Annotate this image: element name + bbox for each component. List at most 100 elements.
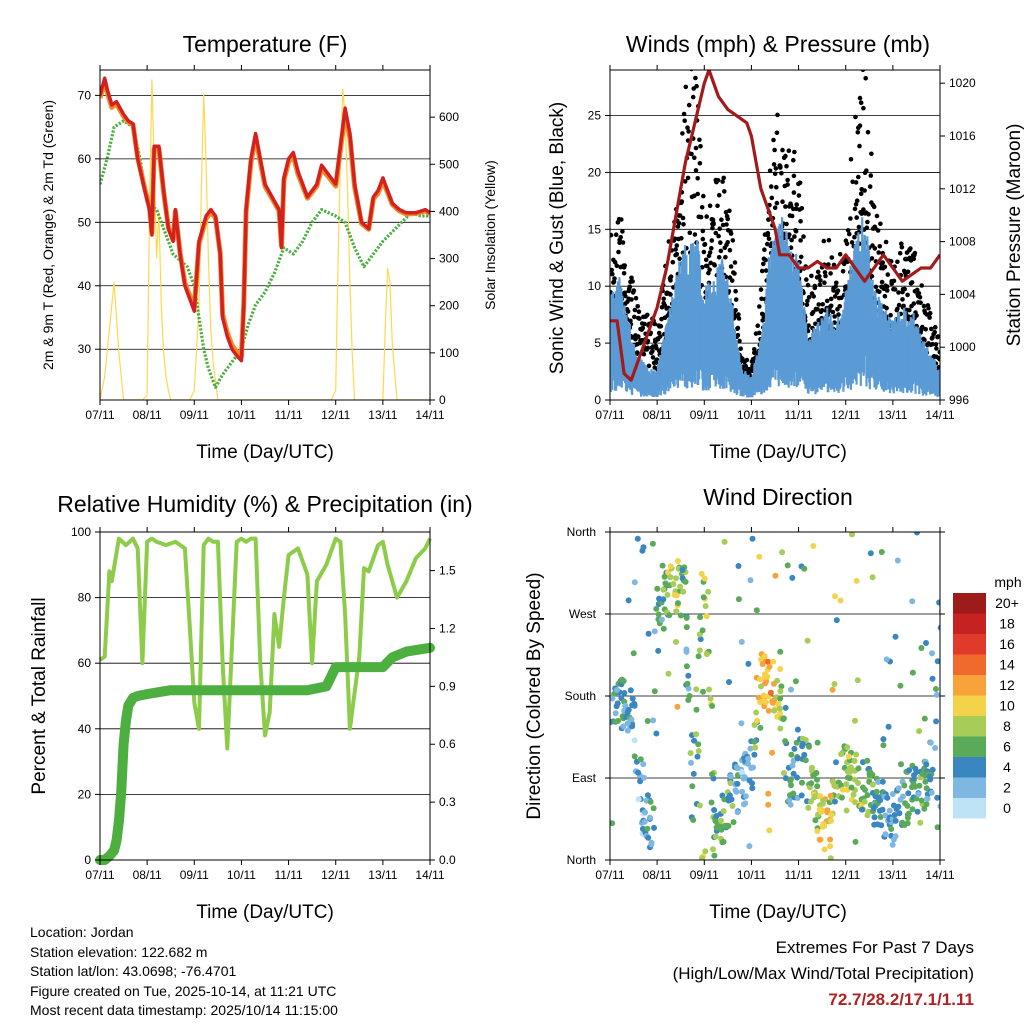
gust-point xyxy=(866,212,871,217)
direction-point xyxy=(892,633,899,640)
direction-point xyxy=(624,709,631,716)
x-tick-label: 13/11 xyxy=(368,408,397,422)
direction-point xyxy=(683,648,690,655)
direction-point xyxy=(653,605,660,612)
direction-point xyxy=(784,562,791,569)
gust-point xyxy=(901,303,906,309)
humidity-panel: 07/11 08/11 09/11 10/11 11/11 12/11 13/11 14/11… xyxy=(29,491,473,923)
direction-point xyxy=(853,751,860,758)
direction-point xyxy=(867,769,874,776)
direction-point xyxy=(901,782,908,789)
gust-point xyxy=(680,215,686,221)
y-tick-label: West xyxy=(569,607,597,621)
direction-point xyxy=(886,807,893,814)
gust-point xyxy=(759,268,765,274)
direction-point xyxy=(655,647,662,654)
direction-point xyxy=(833,617,840,624)
y-tick-label: 70 xyxy=(78,88,92,102)
direction-point xyxy=(895,803,902,810)
x-tick-label: 14/11 xyxy=(415,868,444,882)
gust-point xyxy=(832,314,837,319)
direction-point xyxy=(812,817,819,824)
direction-point xyxy=(610,820,616,827)
direction-point xyxy=(852,799,859,806)
extremes-values: 72.7/28.2/17.1/1.11 xyxy=(828,990,974,1009)
direction-point xyxy=(770,658,777,665)
gust-point xyxy=(630,279,635,284)
gust-point xyxy=(752,347,757,352)
direction-point xyxy=(794,755,801,762)
gust-point xyxy=(867,184,873,189)
gust-point xyxy=(878,221,883,227)
direction-point xyxy=(821,823,828,830)
colorbar-swatch xyxy=(953,777,986,798)
x-tick-label: 12/11 xyxy=(831,408,860,422)
direction-point xyxy=(788,782,794,789)
gust-point xyxy=(805,282,811,288)
direction-point xyxy=(843,781,850,788)
x-tick-label: 12/11 xyxy=(831,868,860,882)
direction-point xyxy=(861,798,868,805)
gust-point xyxy=(716,233,721,239)
direction-point xyxy=(889,841,896,848)
gust-point xyxy=(689,70,694,72)
direction-point xyxy=(888,826,895,832)
gust-point xyxy=(796,193,802,198)
direction-point xyxy=(690,817,697,823)
direction-point xyxy=(697,614,704,621)
direction-point xyxy=(860,784,866,791)
direction-point xyxy=(877,797,884,804)
station-location: Location: Jordan xyxy=(30,924,134,940)
gust-point xyxy=(695,191,700,197)
gust-point xyxy=(733,308,738,313)
gust-point xyxy=(836,312,841,317)
gust-point xyxy=(735,325,741,331)
gust-point xyxy=(692,155,697,161)
direction-point xyxy=(781,770,787,776)
gust-point xyxy=(817,274,822,279)
direction-point xyxy=(847,764,854,771)
gust-point xyxy=(785,182,790,187)
direction-point xyxy=(932,686,939,692)
gust-point xyxy=(926,305,931,311)
gust-point xyxy=(612,276,617,281)
direction-point xyxy=(923,640,929,646)
direction-point xyxy=(680,588,687,595)
y-tick-label: 25 xyxy=(588,109,602,123)
direction-point xyxy=(894,557,901,564)
colorbar-label: 2 xyxy=(1003,780,1011,796)
gust-point xyxy=(716,192,722,198)
x-tick-label: 10/11 xyxy=(227,408,256,422)
direction-point xyxy=(904,802,911,809)
direction-point xyxy=(673,575,679,582)
direction-point xyxy=(819,807,826,814)
direction-point xyxy=(664,582,671,589)
y2-tick-label: 1.5 xyxy=(439,564,456,578)
x-tick-label: 07/11 xyxy=(85,868,114,882)
gust-point xyxy=(888,312,893,318)
y-tick-label: 60 xyxy=(78,152,92,166)
gust-point xyxy=(692,193,697,199)
direction-point xyxy=(782,775,789,782)
gust-point xyxy=(823,273,828,279)
temp-2m-line xyxy=(100,76,430,363)
gust-point xyxy=(849,240,855,245)
direction-point xyxy=(644,792,651,799)
gust-point xyxy=(632,314,637,320)
colorbar-swatch xyxy=(953,675,986,696)
gust-point xyxy=(806,323,811,328)
gust-point xyxy=(728,264,734,269)
x-tick-label: 10/11 xyxy=(227,868,256,882)
gust-point xyxy=(831,288,836,293)
direction-point xyxy=(927,776,934,783)
gust-point xyxy=(829,255,835,260)
direction-point xyxy=(746,777,753,784)
gust-point xyxy=(791,173,797,179)
gust-point xyxy=(658,323,664,329)
direction-point xyxy=(771,707,778,714)
direction-point xyxy=(852,717,858,724)
direction-point xyxy=(769,749,776,756)
direction-point xyxy=(882,831,889,838)
gust-point xyxy=(824,298,830,304)
direction-point xyxy=(661,573,668,580)
